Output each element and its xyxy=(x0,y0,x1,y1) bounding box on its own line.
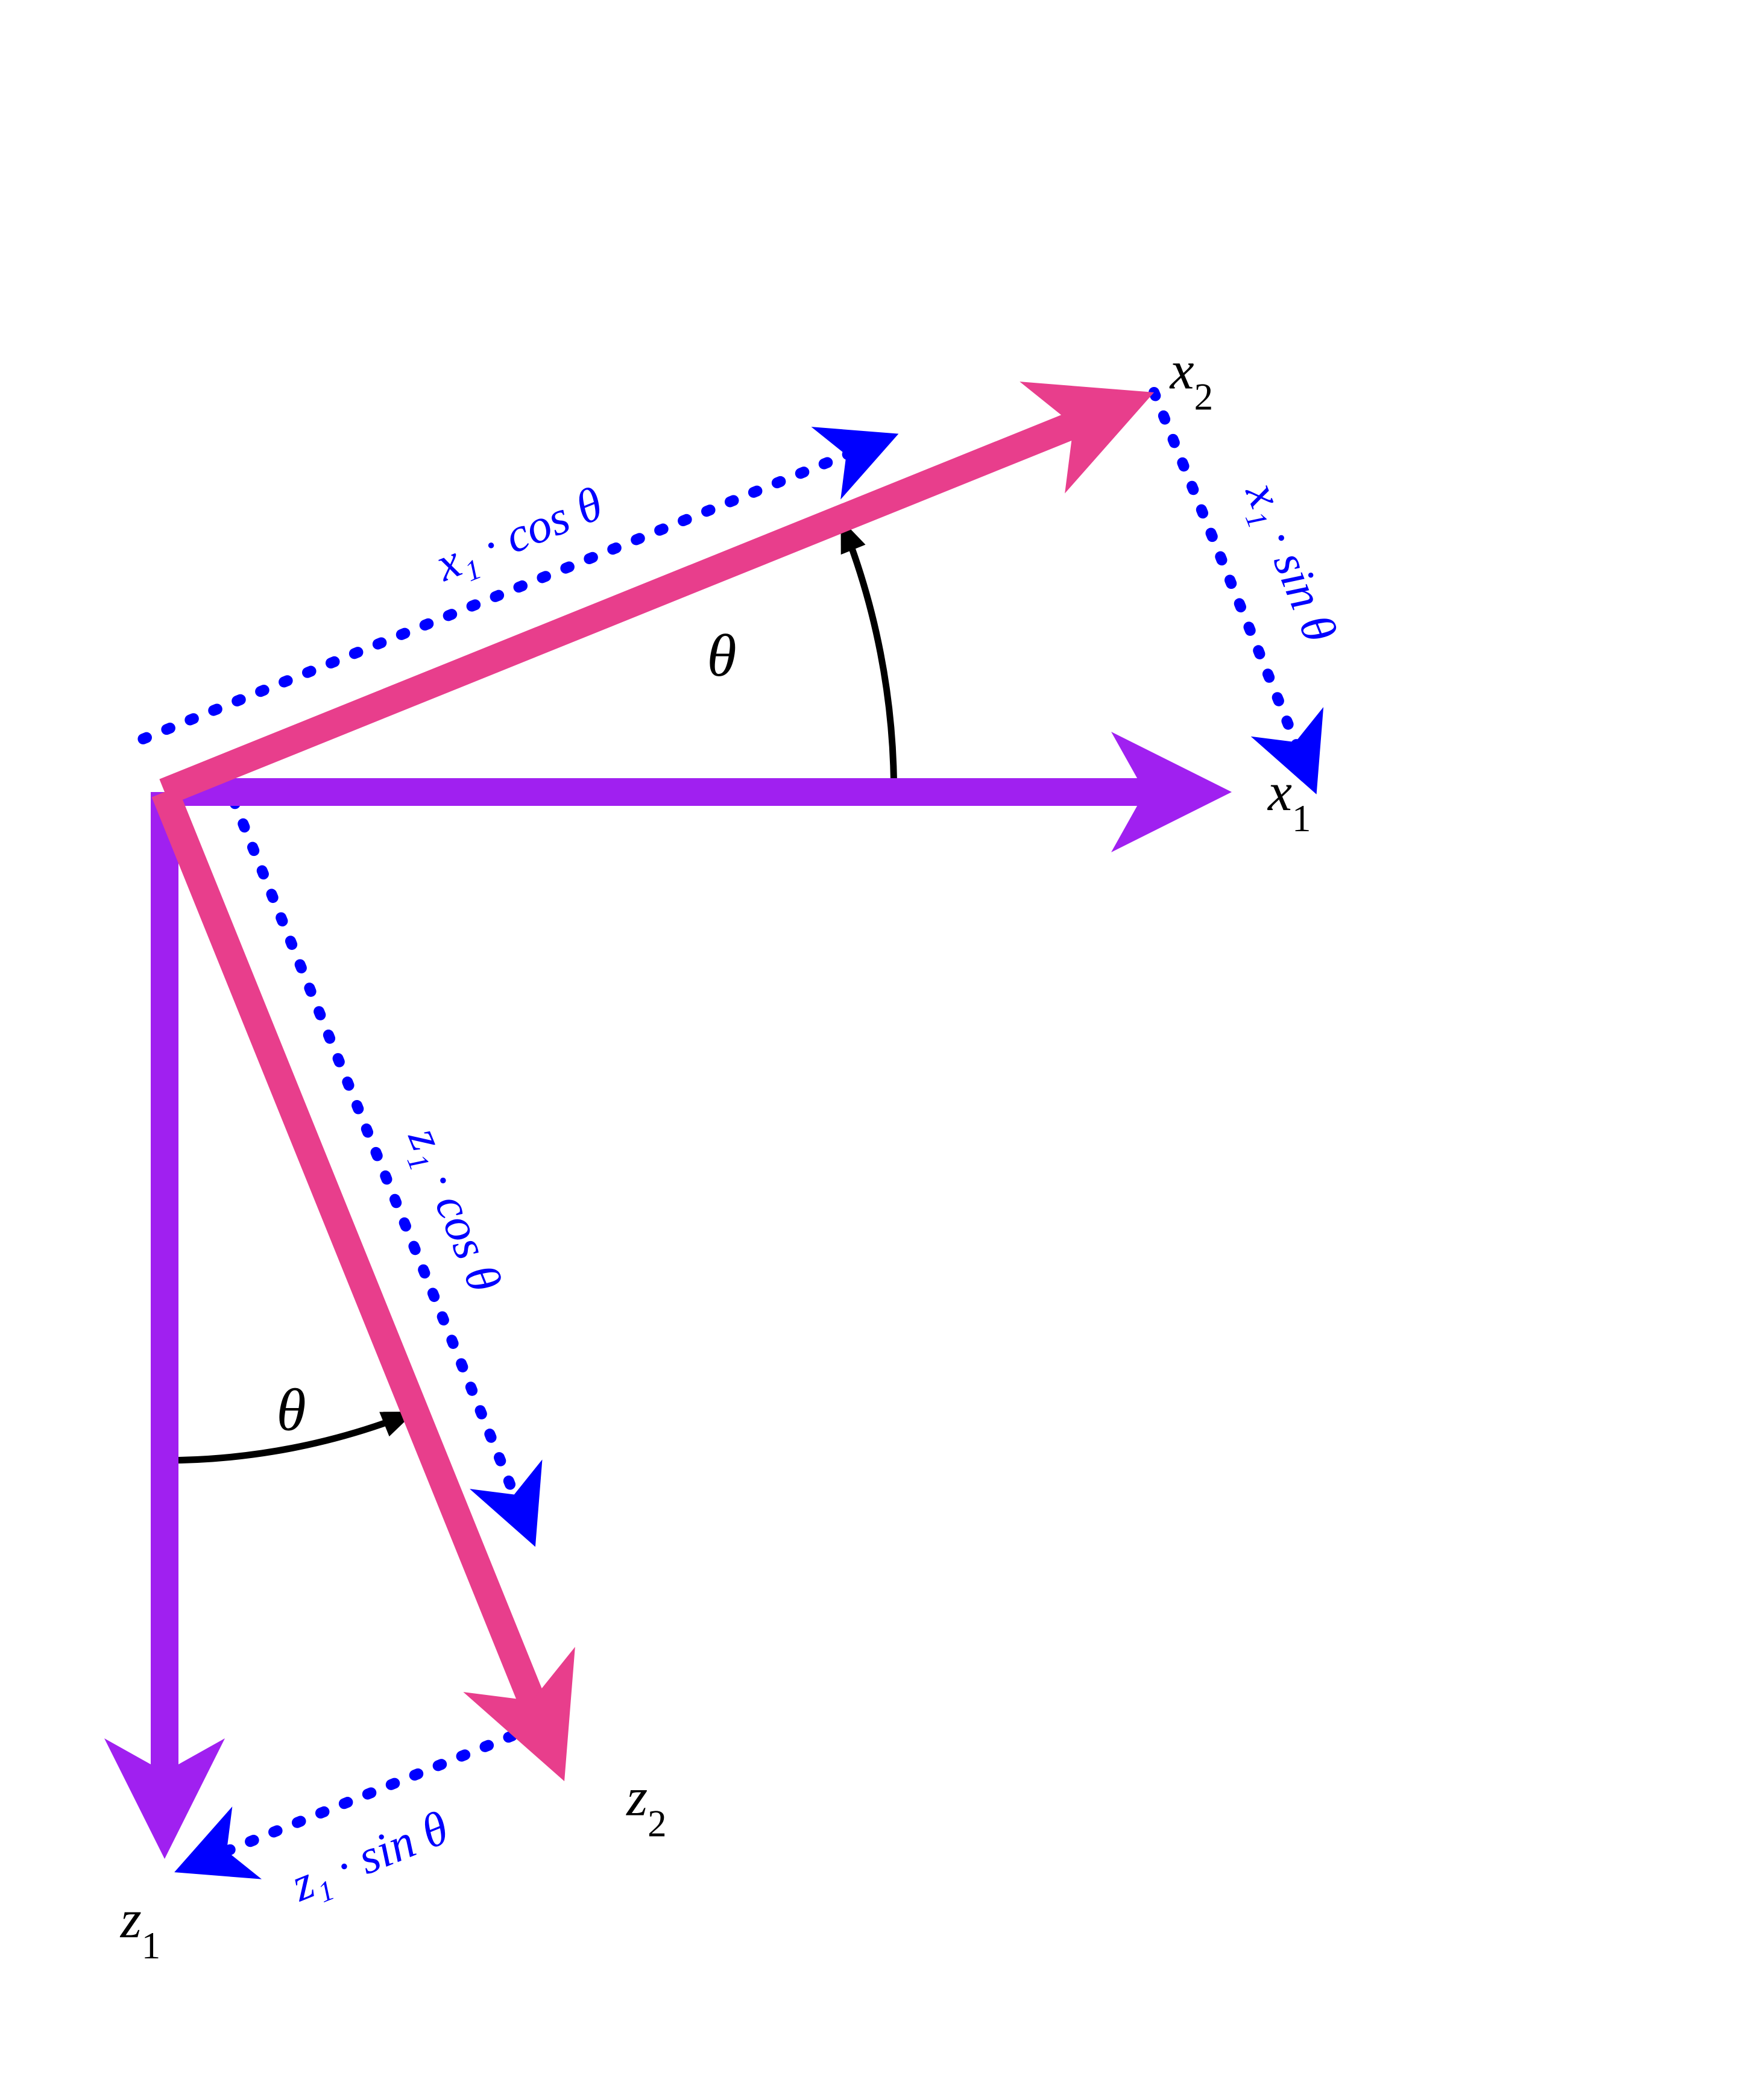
label-theta-z: θ xyxy=(276,1376,306,1443)
label-theta-x: θ xyxy=(707,622,736,689)
rotation-diagram: x1x2z1z2θθx₁ · cos θx₁ · sin θz₁ · cos θ… xyxy=(0,0,1743,2100)
label-z1-sin: z₁ · sin θ xyxy=(283,1801,456,1912)
label-z2: z2 xyxy=(625,1768,667,1845)
label-z1: z1 xyxy=(119,1890,161,1967)
label-x1-cos: x₁ · cos θ xyxy=(428,477,610,592)
theta-arc-x xyxy=(841,519,894,792)
axis-x2 xyxy=(165,413,1104,792)
label-x1: x1 xyxy=(1267,762,1311,840)
projection-x1-cos xyxy=(143,447,866,739)
label-z1-cos: z₁ · cos θ xyxy=(397,1120,511,1300)
label-x2: x2 xyxy=(1169,341,1213,418)
